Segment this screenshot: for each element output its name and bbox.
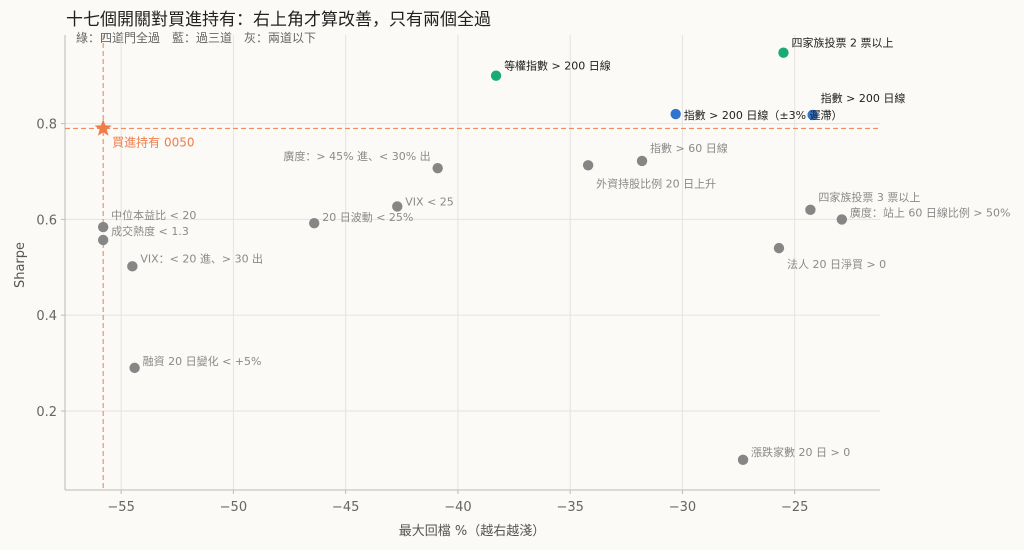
ticks: −55 −50 −45 −40 −35 −30 −25 0.2 0.4 0.6 0.8 xyxy=(36,118,808,515)
data-point-gray xyxy=(737,454,749,466)
data-point-gray xyxy=(636,155,648,167)
data-point-label: 成交熱度 < 1.3 xyxy=(111,224,189,238)
x-tick-label: −45 xyxy=(332,500,359,515)
data-point-label: 指數 > 200 日線 xyxy=(821,91,906,105)
y-tick-label: 0.4 xyxy=(36,309,57,324)
data-point-gray xyxy=(127,261,138,272)
data-point-gray xyxy=(773,242,785,254)
data-point-gray xyxy=(392,201,403,212)
baseline-label: 買進持有 0050 xyxy=(112,134,194,149)
x-tick-label: −40 xyxy=(444,500,471,515)
x-tick-label: −35 xyxy=(556,500,583,515)
data-point-label: 四家族投票 2 票以上 xyxy=(791,36,893,50)
x-axis-label: 最大回檔 %（越右越淺） xyxy=(399,524,546,539)
chart-subtitle: 綠：四道門全過 藍：過三道 灰：兩道以下 xyxy=(76,30,316,45)
x-tick-label: −30 xyxy=(669,500,696,515)
data-point-label: 20 日波動 < 25% xyxy=(322,210,413,224)
y-tick-label: 0.2 xyxy=(36,405,57,420)
baseline-star-icon xyxy=(94,119,112,136)
data-point-label: 指數 > 60 日線 xyxy=(650,141,728,155)
data-point-label: 廣度：> 45% 進、< 30% 出 xyxy=(283,149,430,163)
data-point-green xyxy=(778,47,789,58)
data-point-gray xyxy=(97,234,109,246)
chart-title: 十七個開關對買進持有：右上角才算改善，只有兩個全過 xyxy=(66,10,491,30)
data-point-gray xyxy=(432,162,443,174)
data-point-gray xyxy=(97,221,109,233)
data-point-label: 融資 20 日變化 < +5% xyxy=(143,354,262,368)
data-point-label: 中位本益比 < 20 xyxy=(111,208,196,222)
x-tick-label: −55 xyxy=(107,500,134,515)
baseline: 買進持有 0050 xyxy=(65,35,880,490)
data-point-label: 廣度：站上 60 日線比例 > 50% xyxy=(850,205,1011,219)
data-point-label: VIX < 25 xyxy=(405,195,454,208)
data-point-label: 指數 > 200 日線（±3% 遲滯） xyxy=(684,108,843,122)
y-axis-label: Sharpe xyxy=(13,242,28,288)
x-tick-label: −25 xyxy=(781,500,808,515)
data-point-gray xyxy=(309,218,320,229)
data-point-gray xyxy=(805,204,816,216)
axes xyxy=(64,35,880,491)
data-point-gray xyxy=(582,160,594,171)
data-point-label: 四家族投票 3 票以上 xyxy=(818,190,920,204)
data-point-blue xyxy=(670,108,681,120)
y-tick-label: 0.6 xyxy=(36,213,57,228)
data-point-label: 漲跌家數 20 日 > 0 xyxy=(751,445,850,459)
y-tick-label: 0.8 xyxy=(36,118,57,133)
data-point-gray xyxy=(836,214,848,225)
data-point-label: 法人 20 日淨買 > 0 xyxy=(787,257,886,271)
data-point-label: 等權指數 > 200 日線 xyxy=(504,59,611,73)
data-point-label: VIX：< 20 進、> 30 出 xyxy=(140,251,263,265)
data-point-blue xyxy=(807,109,818,121)
x-tick-label: −50 xyxy=(220,500,247,515)
data-point-label: 外資持股比例 20 日上升 xyxy=(596,176,716,190)
data-point-green xyxy=(490,70,502,81)
grid xyxy=(65,35,880,490)
data-point-gray xyxy=(129,362,140,374)
